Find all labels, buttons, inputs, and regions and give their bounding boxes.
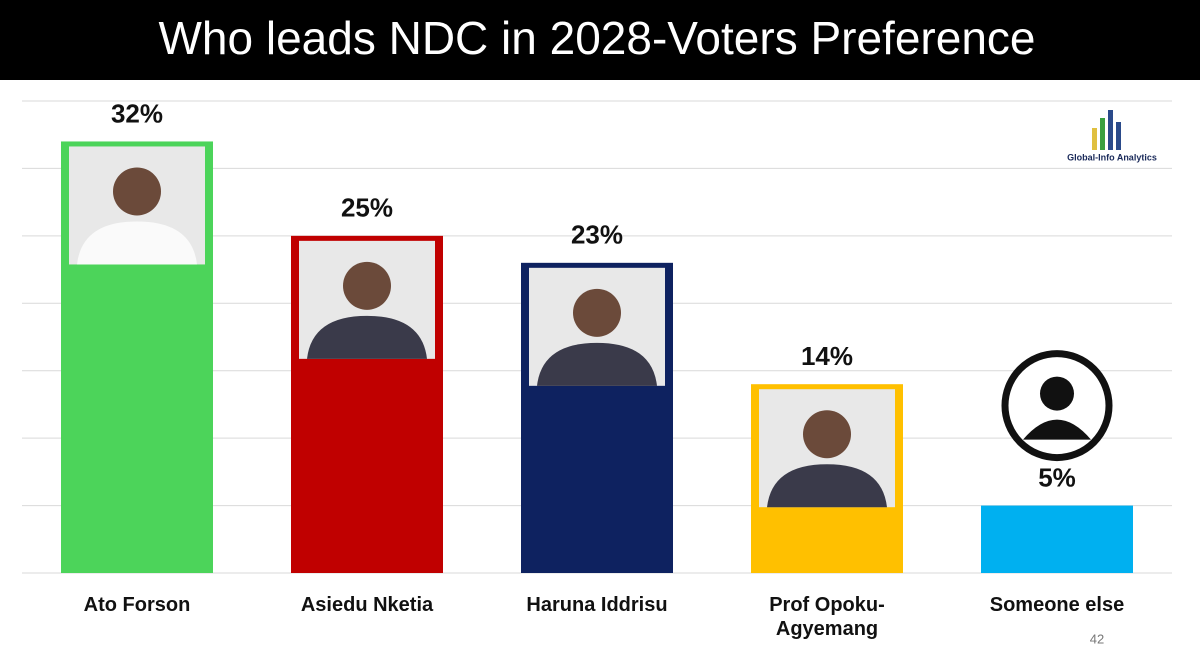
title-bar [0,0,1200,80]
x-tick-label: Prof Opoku-Agyemang [769,594,885,640]
avatar-body [1023,419,1091,440]
value-label: 14% [801,341,853,371]
photo-body [307,315,427,359]
photo-body [537,342,657,386]
page-number: 42 [1090,631,1104,646]
photo-head [803,410,851,459]
logo: Global-Info Analytics [1067,110,1157,162]
value-label: 5% [1038,462,1076,492]
chart-title: Who leads NDC in 2028-Voters Preference [159,12,1036,64]
photo-body [77,221,197,265]
photo-head [343,261,391,310]
bar [981,505,1133,573]
value-label: 25% [341,193,393,223]
value-label: 23% [571,220,623,250]
x-tick-label: Ato Forson [83,594,191,616]
photo-head [113,167,161,216]
avatar-head [1040,376,1074,411]
logo-text: Global-Info Analytics [1067,152,1157,162]
x-tick-label: Haruna Iddrisu [526,594,668,616]
value-label: 32% [111,98,163,128]
x-tick-label: Someone else [989,594,1125,616]
photo-head [573,288,621,337]
x-tick-label: Asiedu Nketia [300,594,434,616]
photo-body [767,464,887,508]
